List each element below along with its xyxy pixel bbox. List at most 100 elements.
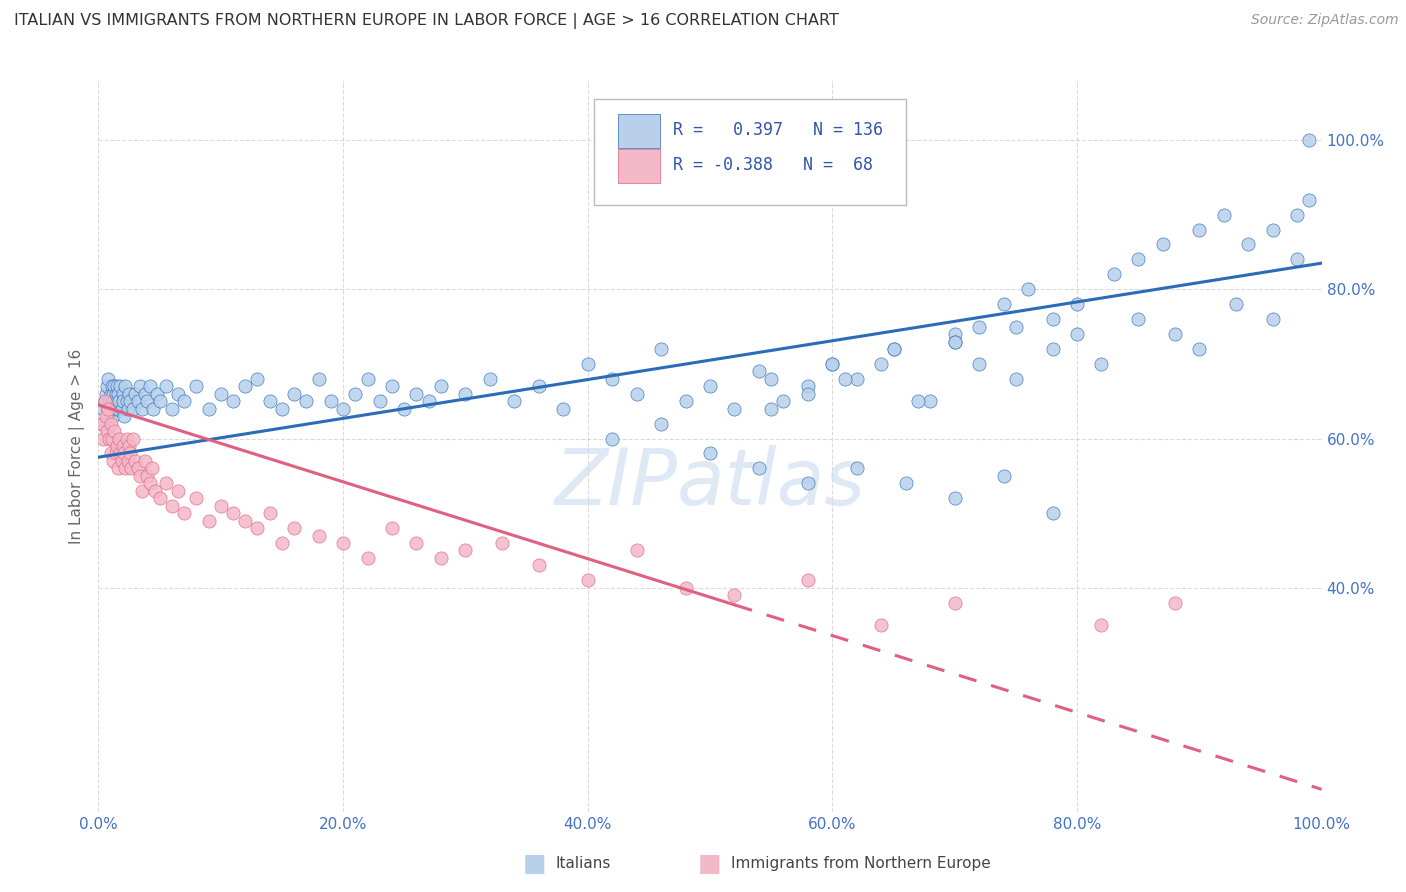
Point: [222, 506, 245, 520]
Point: [103, 379, 125, 393]
FancyBboxPatch shape: [619, 149, 659, 183]
Point: [270, 401, 294, 416]
Point: [209, 386, 232, 401]
Point: [101, 379, 124, 393]
Point: [136, 468, 159, 483]
Point: [149, 491, 172, 506]
Point: [699, 379, 721, 393]
Point: [259, 506, 281, 520]
Point: [319, 394, 342, 409]
Point: [723, 588, 745, 602]
Point: [1225, 297, 1247, 311]
Point: [870, 357, 893, 371]
Point: [845, 461, 868, 475]
Point: [356, 551, 378, 566]
Point: [332, 401, 354, 416]
Point: [120, 461, 142, 475]
Point: [101, 432, 124, 446]
Point: [134, 454, 156, 468]
Point: [108, 394, 131, 409]
Point: [894, 476, 917, 491]
Point: [870, 618, 893, 632]
Point: [101, 454, 124, 468]
Text: ITALIAN VS IMMIGRANTS FROM NORTHERN EUROPE IN LABOR FORCE | AGE > 16 CORRELATION: ITALIAN VS IMMIGRANTS FROM NORTHERN EURO…: [14, 13, 839, 29]
Point: [107, 401, 129, 416]
FancyBboxPatch shape: [593, 99, 905, 204]
Point: [98, 394, 121, 409]
Point: [907, 394, 929, 409]
Point: [96, 409, 118, 424]
Point: [1090, 618, 1112, 632]
Point: [197, 514, 219, 528]
Point: [1164, 596, 1187, 610]
Point: [167, 386, 190, 401]
Point: [246, 372, 269, 386]
Point: [576, 357, 599, 371]
Point: [120, 446, 142, 460]
Point: [797, 386, 820, 401]
Point: [97, 372, 120, 386]
Point: [943, 334, 966, 349]
Point: [1237, 237, 1260, 252]
Point: [821, 357, 844, 371]
Point: [107, 461, 129, 475]
Point: [797, 476, 820, 491]
Point: [118, 439, 141, 453]
Text: R = -0.388   N =  68: R = -0.388 N = 68: [673, 156, 873, 174]
Point: [97, 401, 120, 416]
Point: [186, 491, 208, 506]
Point: [883, 342, 905, 356]
Point: [576, 574, 599, 588]
Point: [101, 386, 124, 401]
Text: R =   0.397   N = 136: R = 0.397 N = 136: [673, 121, 883, 139]
Point: [131, 483, 153, 498]
Point: [100, 386, 122, 401]
Point: [381, 379, 404, 393]
Point: [1004, 372, 1026, 386]
Point: [139, 379, 162, 393]
Point: [283, 521, 305, 535]
Text: Italians: Italians: [555, 856, 610, 871]
Point: [748, 461, 770, 475]
Point: [626, 386, 648, 401]
Point: [1128, 312, 1150, 326]
Point: [356, 372, 378, 386]
Point: [112, 446, 135, 460]
Point: [454, 543, 477, 558]
Point: [259, 394, 281, 409]
Point: [418, 394, 440, 409]
Point: [98, 432, 121, 446]
Point: [600, 372, 623, 386]
Point: [308, 372, 330, 386]
Point: [883, 342, 905, 356]
Point: [100, 446, 122, 460]
Point: [772, 394, 794, 409]
Point: [127, 461, 149, 475]
Point: [491, 536, 513, 550]
Point: [295, 394, 318, 409]
Point: [1066, 297, 1088, 311]
Point: [1090, 357, 1112, 371]
Point: [131, 401, 153, 416]
Point: [160, 499, 183, 513]
Point: [1261, 312, 1284, 326]
Point: [121, 432, 143, 446]
Point: [405, 386, 427, 401]
Point: [1004, 319, 1026, 334]
Point: [91, 432, 114, 446]
Point: [553, 401, 575, 416]
Point: [110, 446, 132, 460]
Point: [146, 386, 169, 401]
Point: [103, 424, 125, 438]
Point: [967, 357, 990, 371]
Point: [93, 394, 115, 409]
Point: [845, 372, 868, 386]
Point: [1042, 342, 1064, 356]
Point: [1286, 252, 1309, 267]
Point: [107, 386, 129, 401]
Point: [160, 401, 183, 416]
Point: [155, 379, 177, 393]
Point: [761, 372, 783, 386]
Point: [118, 386, 141, 401]
Point: [100, 401, 122, 416]
